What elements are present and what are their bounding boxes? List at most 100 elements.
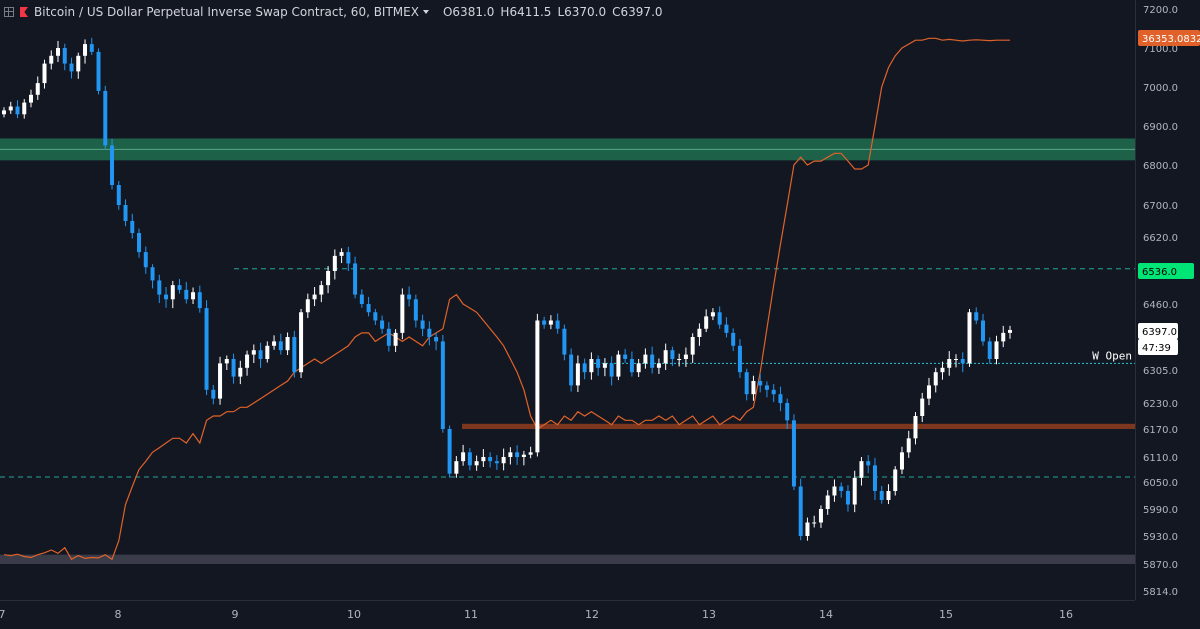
candle bbox=[778, 386, 783, 412]
candle-body bbox=[967, 312, 972, 364]
candle bbox=[737, 339, 742, 378]
candle bbox=[926, 377, 931, 406]
candle-body bbox=[636, 363, 641, 373]
candle-body bbox=[589, 359, 594, 373]
candle bbox=[845, 485, 850, 512]
candle bbox=[346, 246, 351, 271]
candle-body bbox=[440, 341, 445, 429]
candle-body bbox=[724, 324, 729, 333]
zone-support bbox=[462, 423, 1135, 429]
candle bbox=[96, 48, 101, 95]
candle bbox=[913, 412, 918, 445]
candle-body bbox=[359, 294, 364, 304]
candle-body bbox=[461, 452, 466, 462]
candle-body bbox=[744, 372, 749, 395]
candle bbox=[616, 350, 621, 381]
last-price-badge-bg bbox=[1138, 323, 1178, 339]
candle bbox=[947, 351, 952, 376]
candle bbox=[2, 107, 6, 118]
candle bbox=[123, 199, 128, 227]
candle-body bbox=[191, 292, 196, 300]
price-tick-label: 6700.0 bbox=[1143, 201, 1178, 212]
candle bbox=[150, 264, 155, 289]
candle-body bbox=[960, 359, 965, 364]
candle-body bbox=[731, 332, 736, 346]
candle-body bbox=[251, 350, 256, 355]
candle-body bbox=[1008, 329, 1012, 333]
price-tick-label: 5870.0 bbox=[1143, 560, 1178, 571]
candle bbox=[974, 307, 979, 325]
level-badge: 6536.0 bbox=[1142, 267, 1177, 278]
candle-body bbox=[825, 495, 830, 509]
candle-body bbox=[690, 337, 695, 355]
candle-body bbox=[89, 44, 94, 52]
candle bbox=[238, 360, 243, 385]
candle bbox=[650, 346, 655, 374]
candle bbox=[596, 355, 601, 376]
candle bbox=[89, 37, 94, 56]
candle-body bbox=[2, 110, 6, 115]
candle bbox=[764, 381, 769, 398]
candle bbox=[400, 288, 405, 340]
candle bbox=[886, 484, 891, 505]
candle-body bbox=[272, 341, 277, 346]
candle bbox=[305, 293, 310, 319]
candle-body bbox=[528, 452, 533, 455]
candle bbox=[326, 266, 331, 294]
candle-body bbox=[42, 63, 47, 84]
candle bbox=[717, 306, 722, 329]
candle bbox=[292, 330, 297, 378]
candle bbox=[285, 332, 290, 356]
candle-body bbox=[420, 320, 425, 329]
candle bbox=[562, 324, 567, 361]
candle-body bbox=[238, 367, 243, 377]
candle bbox=[137, 228, 142, 258]
candle-body bbox=[177, 285, 182, 290]
candle-body bbox=[751, 381, 756, 395]
candle-body bbox=[413, 299, 418, 321]
candle-body bbox=[839, 486, 844, 491]
candle-body bbox=[62, 48, 67, 64]
candle bbox=[663, 343, 668, 370]
candle-body bbox=[609, 363, 614, 377]
candle bbox=[366, 296, 371, 317]
candle-body bbox=[562, 328, 567, 355]
candle-body bbox=[83, 44, 88, 56]
candle bbox=[832, 479, 837, 502]
candle bbox=[157, 274, 162, 304]
candle bbox=[940, 361, 945, 380]
candle-body bbox=[704, 316, 709, 329]
candle-body bbox=[832, 486, 837, 496]
candle bbox=[474, 455, 479, 471]
candle bbox=[906, 430, 911, 458]
candle bbox=[555, 313, 560, 334]
candle-body bbox=[447, 429, 452, 474]
candle bbox=[130, 213, 135, 239]
candle-body bbox=[879, 491, 884, 500]
candle-body bbox=[940, 367, 945, 373]
candle-body bbox=[548, 320, 553, 325]
candle bbox=[521, 450, 526, 466]
candle-body bbox=[555, 320, 560, 329]
candle bbox=[467, 448, 472, 471]
candle bbox=[373, 308, 378, 326]
price-tick-label: 6800.0 bbox=[1143, 161, 1178, 172]
candle bbox=[380, 315, 385, 334]
candle-body bbox=[886, 491, 891, 500]
candle-body bbox=[393, 332, 398, 346]
candle bbox=[825, 490, 830, 515]
expand-icon[interactable] bbox=[4, 7, 14, 17]
candle bbox=[967, 308, 972, 367]
candle bbox=[690, 333, 695, 363]
candle-body bbox=[454, 461, 459, 474]
candle bbox=[143, 246, 148, 274]
candle-body bbox=[542, 320, 547, 325]
candle-body bbox=[299, 312, 304, 373]
chevron-down-icon[interactable] bbox=[422, 10, 429, 14]
symbol-title[interactable]: Bitcoin / US Dollar Perpetual Inverse Sw… bbox=[34, 5, 419, 19]
candle bbox=[231, 353, 236, 384]
candle bbox=[386, 322, 391, 352]
candle-body bbox=[481, 457, 486, 462]
candle bbox=[872, 457, 877, 500]
